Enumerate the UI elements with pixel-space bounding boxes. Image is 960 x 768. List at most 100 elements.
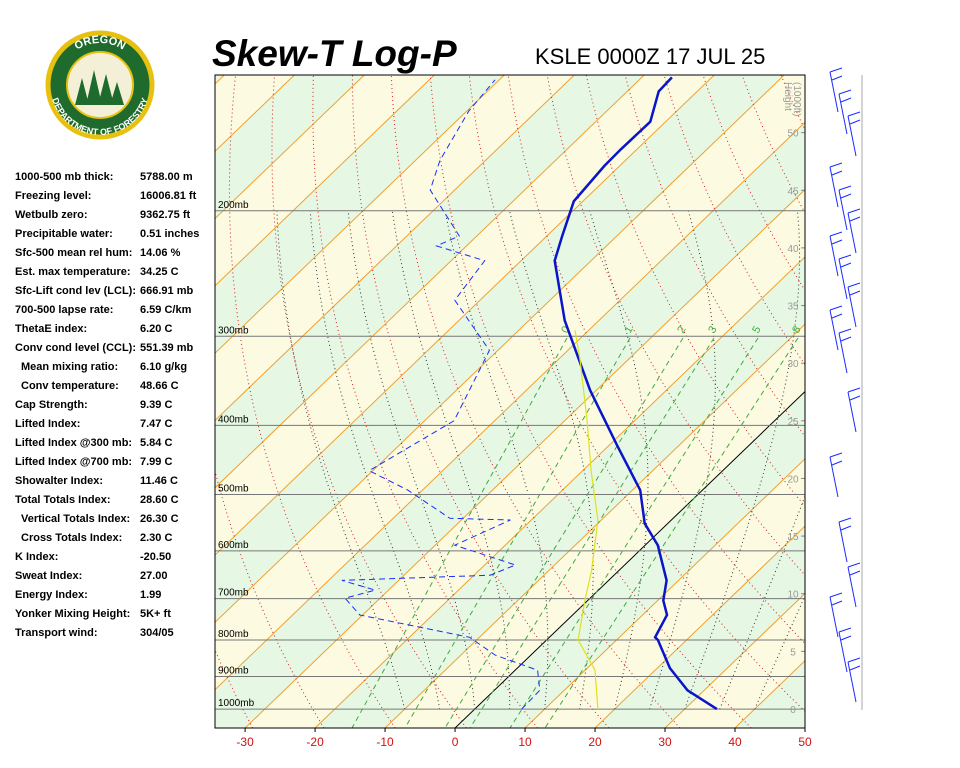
index-label: Est. max temperature: <box>15 266 131 278</box>
index-label: Yonker Mixing Height: <box>15 608 130 620</box>
index-value: 551.39 mb <box>140 342 193 354</box>
pressure-label: 1000mb <box>218 698 255 709</box>
mixing-ratio-line <box>544 337 799 728</box>
index-label: Freezing level: <box>15 190 91 202</box>
profile-line <box>553 76 718 711</box>
barb-flag <box>838 627 852 633</box>
index-value: 11.46 C <box>140 475 178 487</box>
profile-line <box>574 329 599 710</box>
barb-staff <box>838 189 848 231</box>
barb-flag <box>847 111 861 117</box>
index-label: Total Totals Index: <box>15 494 111 506</box>
pressure-label: 500mb <box>218 483 249 494</box>
mixing-ratio-label: 3 <box>706 324 719 335</box>
mixing-ratio-line <box>351 337 568 728</box>
station: KSLE 0000Z 17 JUL 25 <box>535 44 765 69</box>
index-label: Wetbulb zero: <box>15 209 88 221</box>
mixing-ratio-label: 2 <box>675 324 688 335</box>
index-label: Sfc-Lift cond lev (LCL): <box>15 285 136 297</box>
barb-staff <box>847 212 857 254</box>
barb-flag <box>831 170 843 176</box>
mixing-ratio-line <box>404 337 631 728</box>
x-tick-label: 40 <box>728 735 742 749</box>
barb-flag <box>838 517 852 523</box>
dry-adiabat <box>898 75 960 728</box>
index-label: Cross Totals Index: <box>21 532 122 544</box>
barb-flag <box>847 208 861 214</box>
temp-band <box>805 75 960 728</box>
isotherm <box>524 458 805 728</box>
x-tick-label: -20 <box>306 735 324 749</box>
isotherm <box>664 592 805 728</box>
logo-top: OREGON <box>73 34 128 53</box>
temp-band <box>215 75 805 690</box>
index-label: Sweat Index: <box>15 570 82 582</box>
isotherm <box>215 75 435 287</box>
isotherm <box>215 75 365 220</box>
isotherm <box>215 75 785 624</box>
height-label: 20 <box>787 474 799 485</box>
isotherm <box>215 75 715 556</box>
barb-flag <box>838 89 852 95</box>
x-tick-label: -10 <box>376 735 394 749</box>
index-value: 9362.75 ft <box>140 209 190 221</box>
barb-flag <box>849 119 861 125</box>
barb-flag <box>849 290 861 296</box>
indices: 1000-500 mb thick: 5788.00 m Freezing leve… <box>15 171 199 639</box>
barb-flag <box>829 231 843 237</box>
plot-background <box>215 75 960 728</box>
dry-adiabat <box>390 75 681 728</box>
barb-flag <box>829 67 843 73</box>
index-label: 700-500 lapse rate: <box>15 304 113 316</box>
barb-flag <box>849 395 861 401</box>
isotherm <box>454 390 805 728</box>
index-label: Lifted Index @300 mb: <box>15 437 132 449</box>
barb-flag <box>849 570 861 576</box>
index-value: 48.66 C <box>140 380 179 392</box>
index-value: 304/05 <box>140 627 174 639</box>
index-label: ThetaE index: <box>15 323 87 335</box>
height-axis-label: Height <box>782 82 793 111</box>
index-value: 5.84 C <box>140 437 172 449</box>
index-value: -20.50 <box>140 551 171 563</box>
height-label: 5 <box>790 647 796 658</box>
moist-adiabat <box>444 210 549 710</box>
barb-flag <box>829 452 843 458</box>
height-label: 30 <box>787 359 799 370</box>
barb-staff <box>847 566 857 608</box>
index-value: 34.25 C <box>140 266 179 278</box>
index-value: 7.99 C <box>140 456 172 468</box>
dry-adiabat <box>312 75 538 728</box>
isotherm <box>804 727 805 728</box>
index-label: Transport wind: <box>15 627 98 639</box>
barb-staff <box>829 456 839 498</box>
mixing-ratio-label: 0 <box>559 324 572 335</box>
barb-staff <box>829 235 839 277</box>
x-tick-label: -30 <box>236 735 254 749</box>
index-value: 5788.00 m <box>140 171 193 183</box>
isotherm <box>215 121 805 691</box>
isotherm <box>594 525 805 728</box>
index-label: Conv cond level (CCL): <box>15 342 136 354</box>
isotherm <box>384 323 805 728</box>
index-value: 28.60 C <box>140 494 179 506</box>
dry-adiabat <box>624 75 805 438</box>
dry-adiabat <box>820 75 960 728</box>
barb-flag <box>831 600 843 606</box>
index-value: 2.30 C <box>140 532 172 544</box>
index-label: Lifted Index: <box>15 418 80 430</box>
title: Skew-T Log-P <box>212 33 457 74</box>
height-label: 0 <box>790 705 796 716</box>
index-label: Conv temperature: <box>21 380 119 392</box>
isotherm <box>215 75 575 422</box>
barb-staff <box>847 391 857 433</box>
mixing-ratio-line <box>444 337 684 728</box>
moist-adiabat <box>649 210 716 710</box>
mixing-ratio-label: 8 <box>790 324 803 335</box>
height-label: 10 <box>787 590 799 601</box>
index-value: 666.91 mb <box>140 285 193 297</box>
pressure-label: 700mb <box>218 588 249 599</box>
index-value: 14.06 % <box>140 247 181 259</box>
barb-flag <box>831 313 843 319</box>
